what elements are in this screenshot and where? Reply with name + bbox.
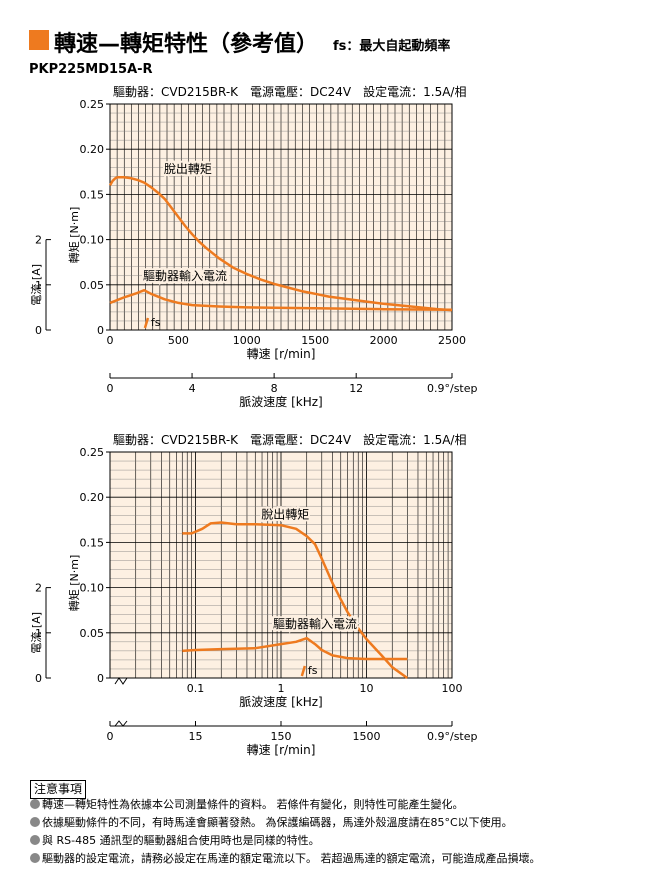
current-tick-label: 1 [35,627,42,640]
secondary-tick-label: 0 [107,382,114,395]
bullet-icon [30,799,40,809]
x-tick-label: 100 [442,682,463,695]
chart-linear-speed: 驅動器：CVD215BR-K 電源電壓：DC24V 設定電流：1.5A/相 0 0.… [29,84,478,409]
series-label: 驅動器輸入電流 [273,616,357,631]
x-tick-label: 2500 [438,334,466,347]
plot-frame [109,451,453,679]
secondary-tick-label: 1500 [353,730,381,743]
fs-marker [143,317,150,329]
x-tick-label: 500 [168,334,189,347]
current-axis-label: 電流 [A] [29,264,43,306]
y-tick-label: 0 [97,672,104,685]
x-tick-label: 0.1 [187,682,205,695]
y-tick-label: 0.10 [80,582,105,595]
secondary-axis-label: 轉速 [r/min] [247,743,316,757]
fs-definition-note: fs：最大自起動頻率 [333,39,451,54]
secondary-tick-label: 12 [349,382,363,395]
current-tick-label: 1 [35,279,42,292]
x-tick-label: 1 [278,682,285,695]
y-tick-label: 0.20 [80,143,105,156]
x-axis-label: 轉速 [r/min] [247,347,316,361]
axis-break-icon [114,720,128,727]
y-axis-label: 轉矩 [N·m] [68,555,81,612]
pullout-torque-curve [108,175,453,312]
y-tick-label: 0.25 [80,98,105,111]
current-tick-label: 2 [35,234,42,247]
secondary-tick-label: 8 [271,382,278,395]
fs-marker [300,665,307,677]
bullet-icon [30,817,40,827]
y-tick-label: 0.10 [80,234,105,247]
axis-break-icon [114,677,128,685]
note-item: 與 RS-485 通訊型的驅動器組合使用時也是同樣的特性。 [30,833,320,849]
y-tick-label: 0.25 [80,446,105,459]
input-current-curve [109,288,453,311]
x-tick-label: 1500 [301,334,329,347]
x-axis-label: 脈波速度 [kHz] [239,694,322,709]
y-tick-label: 0.05 [80,627,105,640]
bullet-icon [30,835,40,845]
fs-label: fs [308,664,318,677]
y-tick-label: 0.15 [80,536,105,549]
y-tick-label: 0.20 [80,491,105,504]
secondary-tick-label: 4 [189,382,196,395]
x-tick-label: 1000 [233,334,261,347]
secondary-tick-label: 150 [271,730,292,743]
chart-title: 驅動器：CVD215BR-K 電源電壓：DC24V 設定電流：1.5A/相 [113,432,466,447]
current-tick-label: 0 [35,324,42,337]
series-label: 驅動器輸入電流 [143,268,227,283]
current-axis-label: 電流 [A] [29,612,43,654]
y-tick-label: 0.05 [80,279,105,292]
note-item: 驅動器的設定電流，請務必設定在馬達的額定電流以下。 若超過馬達的額定電流，可能造… [30,851,541,867]
chart-title: 驅動器：CVD215BR-K 電源電壓：DC24V 設定電流：1.5A/相 [113,84,466,99]
secondary-tick-label: 15 [189,730,203,743]
secondary-tick-label: 0.9°/step [427,382,478,395]
secondary-tick-label: 0.9°/step [427,730,478,743]
secondary-tick-label: 0 [107,730,114,743]
note-item: 依據驅動條件的不同，有時馬達會顯著發熱。 為保護編碼器，馬達外殼溫度請在85°C… [30,815,513,831]
y-axis-label: 轉矩 [N·m] [68,207,81,264]
chart-log-pulse: 驅動器：CVD215BR-K 電源電壓：DC24V 設定電流：1.5A/相 0 0.… [29,432,478,757]
current-tick-label: 0 [35,672,42,685]
x-tick-label: 2000 [370,334,398,347]
y-tick-label: 0.15 [80,188,105,201]
series-label: 脫出轉矩 [164,161,212,176]
current-tick-label: 2 [35,582,42,595]
page-title: 轉速—轉矩特性（參考值） [54,32,319,57]
note-item: 轉速—轉矩特性為依據本公司測量條件的資料。 若條件有變化，則特性可能產生變化。 [30,797,464,813]
plot-frame [109,103,453,331]
fs-label: fs [151,316,161,329]
notes-title: 注意事項 [30,780,87,799]
input-current-curve [182,636,408,661]
model-number: PKP225MD15A-R [29,62,153,77]
header-accent-square [29,30,49,50]
x-tick-label: 0 [107,334,114,347]
secondary-axis-label: 脈波速度 [kHz] [239,394,322,409]
y-tick-label: 0 [97,324,104,337]
x-tick-label: 10 [360,682,374,695]
pullout-torque-curve [182,521,409,680]
series-label: 脫出轉矩 [261,507,309,522]
bullet-icon [30,853,40,863]
